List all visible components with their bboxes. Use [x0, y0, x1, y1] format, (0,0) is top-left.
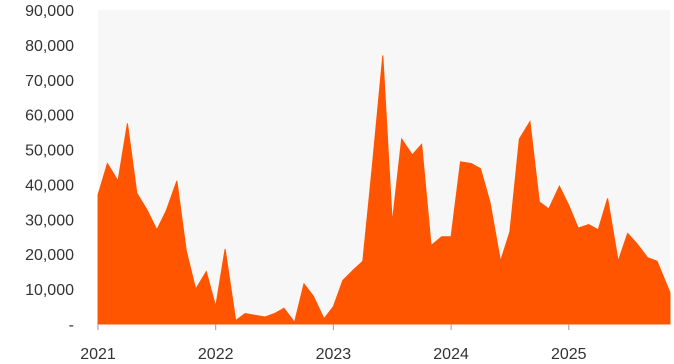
y-tick-label: 80,000 [25, 38, 74, 55]
x-tick-label: 2024 [433, 346, 469, 363]
y-tick-label: 20,000 [25, 247, 74, 264]
x-tick-label: 2025 [551, 346, 587, 363]
y-tick-label: - [69, 317, 74, 334]
y-tick-label: 10,000 [25, 282, 74, 299]
x-tick-label: 2022 [198, 346, 234, 363]
x-tick-label: 2023 [316, 346, 352, 363]
area-layer [97, 55, 671, 325]
y-tick-label: 40,000 [25, 177, 74, 194]
y-tick-label: 60,000 [25, 108, 74, 125]
y-tick-label: 30,000 [25, 212, 74, 229]
area-series-0 [97, 55, 671, 325]
y-tick-label: 70,000 [25, 73, 74, 90]
y-tick-label: 50,000 [25, 143, 74, 160]
x-tick-label: 2021 [80, 346, 116, 363]
y-tick-label: 90,000 [25, 3, 74, 20]
axis-layer: - 10,000 20,000 30,000 40,000 50,000 60,000 70,… [25, 3, 587, 363]
